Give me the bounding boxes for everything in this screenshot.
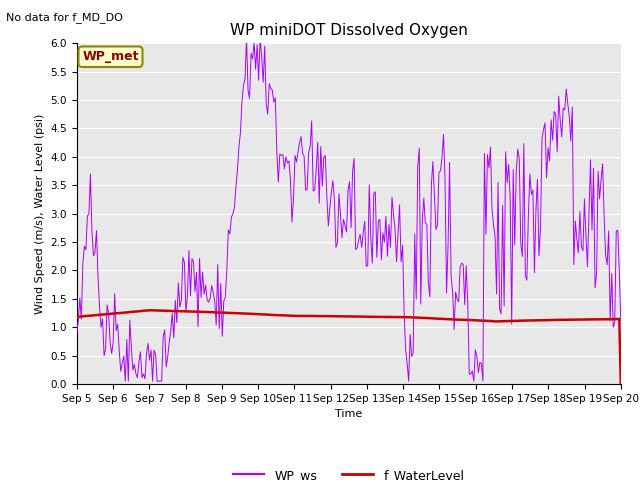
Text: No data for f_MD_DO: No data for f_MD_DO (6, 12, 124, 23)
Title: WP miniDOT Dissolved Oxygen: WP miniDOT Dissolved Oxygen (230, 23, 468, 38)
Text: WP_met: WP_met (82, 50, 139, 63)
Y-axis label: Wind Speed (m/s), Water Level (psi): Wind Speed (m/s), Water Level (psi) (35, 113, 45, 314)
Legend: WP_ws, f_WaterLevel: WP_ws, f_WaterLevel (228, 464, 470, 480)
X-axis label: Time: Time (335, 409, 362, 419)
